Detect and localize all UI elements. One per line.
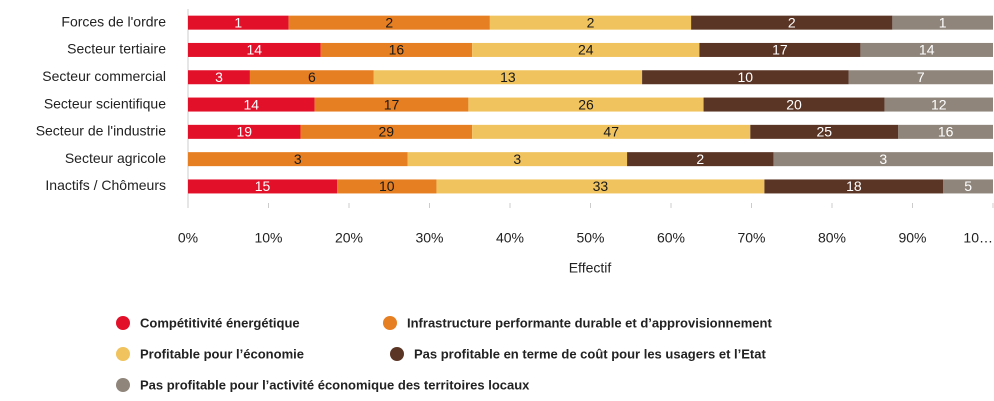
x-tick-label: 50% — [576, 230, 604, 246]
x-tick-label: 80% — [818, 230, 846, 246]
x-tick-label: 40% — [496, 230, 524, 246]
data-label: 13 — [500, 69, 516, 85]
bar-segment — [373, 70, 643, 85]
y-tick-label: Secteur agricole — [65, 150, 166, 166]
data-label: 2 — [587, 14, 595, 30]
data-label: 7 — [917, 69, 925, 85]
bar-segment — [627, 152, 774, 167]
bar-segment — [472, 42, 700, 57]
data-label: 33 — [593, 178, 609, 194]
data-label: 18 — [846, 178, 862, 194]
bar-segment — [300, 124, 473, 139]
legend-marker — [383, 316, 397, 330]
bar-segment — [188, 179, 338, 194]
legend-marker — [116, 347, 130, 361]
data-label: 3 — [215, 69, 223, 85]
data-label: 2 — [788, 14, 796, 30]
data-label: 3 — [879, 151, 887, 167]
data-label: 15 — [255, 178, 271, 194]
data-label: 16 — [938, 124, 954, 140]
bar-segment — [188, 15, 289, 30]
bar-segment — [892, 15, 993, 30]
y-tick-label: Forces de l'ordre — [61, 13, 166, 29]
legend-label: Infrastructure performante durable et d’… — [407, 315, 772, 330]
data-label: 1 — [939, 14, 947, 30]
bar-segment — [188, 70, 250, 85]
data-label: 2 — [385, 14, 393, 30]
data-label: 17 — [772, 42, 788, 58]
bar-segment — [249, 70, 374, 85]
legend-label: Profitable pour l’économie — [140, 346, 304, 361]
data-label: 26 — [578, 96, 594, 112]
x-tick-label: 70% — [737, 230, 765, 246]
bar-segment — [436, 179, 765, 194]
data-label: 3 — [513, 151, 521, 167]
bar-segment — [407, 152, 628, 167]
bar-segment — [337, 179, 437, 194]
bar-segment — [642, 70, 849, 85]
x-tick-label: 90% — [898, 230, 926, 246]
data-label: 19 — [236, 124, 252, 140]
data-label: 5 — [964, 178, 972, 194]
data-label: 10 — [738, 69, 754, 85]
legend-marker — [116, 378, 130, 392]
x-tick-label: 20% — [335, 230, 363, 246]
bar-segment — [188, 42, 321, 57]
data-label: 14 — [919, 42, 935, 58]
data-label: 24 — [578, 42, 594, 58]
bar-segment — [703, 97, 885, 112]
legend-marker — [116, 316, 130, 330]
bar-segment — [898, 124, 993, 139]
data-label: 10 — [379, 178, 395, 194]
legend-label: Pas profitable en terme de coût pour les… — [414, 346, 766, 361]
x-axis-label: Effectif — [569, 260, 612, 276]
bar-segment — [943, 179, 993, 194]
data-label: 25 — [817, 124, 833, 140]
bar-segment — [773, 152, 993, 167]
legend-label: Pas profitable pour l’activité économiqu… — [140, 377, 530, 392]
data-label: 17 — [384, 96, 400, 112]
y-tick-label: Secteur tertiaire — [67, 41, 166, 57]
bar-segment — [860, 42, 993, 57]
data-label: 14 — [244, 96, 260, 112]
x-tick-label: 0% — [178, 230, 198, 246]
bar-segment — [188, 124, 301, 139]
y-tick-label: Secteur scientifique — [44, 95, 166, 111]
legend: Compétitivité énergétique Infrastructure … — [116, 315, 772, 392]
legend-marker — [390, 347, 404, 361]
y-tick-label: Secteur commercial — [42, 68, 166, 84]
bar-segment — [472, 124, 751, 139]
x-tick-label: 30% — [415, 230, 443, 246]
data-label: 47 — [603, 124, 619, 140]
bar-segment — [188, 97, 315, 112]
bar-segment — [884, 97, 993, 112]
data-label: 6 — [308, 69, 316, 85]
bar-segment — [314, 97, 469, 112]
data-label: 20 — [786, 96, 802, 112]
data-label: 29 — [379, 124, 395, 140]
bar-segment — [188, 152, 408, 167]
bar-segment — [750, 124, 899, 139]
x-tick-label: 10… — [963, 230, 993, 246]
bar-segment — [489, 15, 692, 30]
bar-segment — [320, 42, 473, 57]
x-tick-label: 60% — [657, 230, 685, 246]
bar-segment — [468, 97, 704, 112]
data-label: 14 — [247, 42, 263, 58]
data-label: 2 — [696, 151, 704, 167]
y-tick-label: Inactifs / Chômeurs — [45, 177, 166, 193]
legend-label: Compétitivité énergétique — [140, 315, 300, 330]
y-tick-label: Secteur de l'industrie — [36, 123, 167, 139]
bar-segment — [848, 70, 993, 85]
x-tick-label: 10% — [254, 230, 282, 246]
data-label: 3 — [294, 151, 302, 167]
bar-segment — [699, 42, 861, 57]
data-label: 12 — [931, 96, 947, 112]
data-label: 16 — [389, 42, 405, 58]
bar-segment — [691, 15, 893, 30]
bar-segment — [764, 179, 944, 194]
bar-segment — [288, 15, 490, 30]
data-label: 1 — [234, 14, 242, 30]
